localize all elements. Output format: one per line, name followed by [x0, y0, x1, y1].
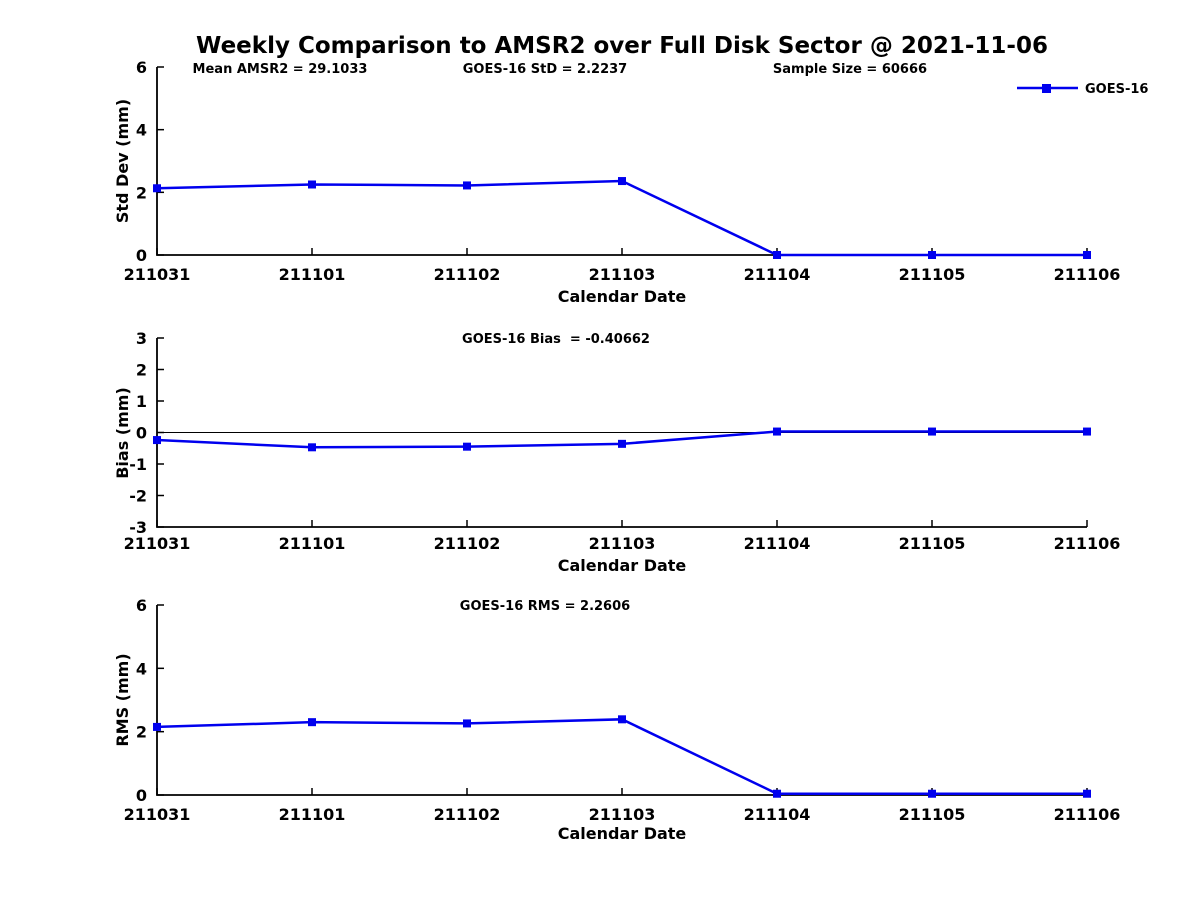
axis-spine — [156, 67, 1087, 256]
x-axis-label-stddev: Calendar Date — [558, 287, 687, 306]
y-tick-label: 3 — [136, 329, 147, 348]
chart-title: Weekly Comparison to AMSR2 over Full Dis… — [196, 33, 1048, 59]
x-tick-label: 211103 — [589, 265, 656, 284]
subplot-bias: -3 -2 -1 0 1 2 3 211031 211101 211102 211103 211104… — [124, 329, 1121, 553]
y-tick-label: 2 — [136, 723, 147, 742]
x-tick-label: 211105 — [899, 534, 966, 553]
x-axis-label-bias: Calendar Date — [558, 556, 687, 575]
data-point-marker — [773, 427, 781, 436]
annotation-goes16-bias: GOES-16 Bias = -0.40662 — [462, 332, 650, 347]
data-point-marker — [1083, 427, 1091, 436]
y-tick-label: 2 — [136, 361, 147, 380]
x-tick-label: 211031 — [124, 534, 191, 553]
data-line — [156, 179, 1087, 257]
y-tick-label: 2 — [136, 183, 147, 202]
x-tick-label: 211104 — [744, 534, 811, 553]
y-tick-label: 0 — [136, 786, 147, 805]
data-point-marker — [773, 789, 781, 798]
y-tick-label: -1 — [129, 455, 147, 474]
x-tick-label: 211102 — [434, 265, 501, 284]
x-tick-label: 211106 — [1054, 805, 1121, 824]
annotation-goes16-rms: GOES-16 RMS = 2.2606 — [460, 599, 630, 614]
data-point-marker — [463, 719, 471, 728]
data-point-marker — [618, 439, 626, 448]
y-tick-label: 0 — [136, 246, 147, 265]
y-tick-label: -3 — [129, 518, 147, 537]
x-tick-label: 211104 — [744, 805, 811, 824]
data-point-marker — [928, 251, 936, 259]
x-tick-label: 211102 — [434, 534, 501, 553]
y-tick-label: 1 — [136, 392, 147, 411]
y-tick-label: 6 — [136, 58, 147, 77]
data-point-marker — [928, 427, 936, 436]
subplot-rms: 0 2 4 6 211031 211101 211102 211103 211104 211105… — [124, 596, 1121, 824]
y-axis-label-rms: RMS (mm) — [113, 653, 132, 746]
data-point-marker — [308, 718, 316, 727]
legend-square-marker-icon — [1042, 84, 1051, 93]
data-point-marker — [463, 181, 471, 190]
legend-label: GOES-16 — [1085, 82, 1148, 97]
data-point-marker — [308, 443, 316, 452]
x-tick-label: 211103 — [589, 805, 656, 824]
x-tick-label: 211031 — [124, 265, 191, 284]
annotation-goes16-std: GOES-16 StD = 2.2237 — [463, 62, 627, 77]
data-point-marker — [463, 442, 471, 451]
data-point-marker — [618, 715, 626, 724]
annotation-mean-amsr2: Mean AMSR2 = 29.1033 — [193, 62, 368, 77]
x-tick-label: 211106 — [1054, 534, 1121, 553]
data-point-marker — [1083, 789, 1091, 798]
data-point-marker — [1083, 251, 1091, 259]
data-point-marker — [773, 251, 781, 259]
x-tick-label: 211106 — [1054, 265, 1121, 284]
y-tick-label: 4 — [136, 659, 147, 678]
subplot-stddev: 0 2 4 6 211031 211101 211102 211103 211104 211105… — [124, 58, 1121, 284]
data-point-marker — [308, 180, 316, 189]
data-point-marker — [153, 184, 161, 193]
x-tick-label: 211103 — [589, 534, 656, 553]
legend: GOES-16 — [1017, 82, 1148, 97]
x-tick-label: 211031 — [124, 805, 191, 824]
x-tick-label: 211101 — [279, 534, 346, 553]
axis-spine — [156, 605, 1087, 796]
y-tick-label: 6 — [136, 596, 147, 615]
y-tick-label: 0 — [136, 424, 147, 443]
y-tick-label: 4 — [136, 121, 147, 140]
data-line — [156, 718, 1087, 795]
annotation-sample-size: Sample Size = 60666 — [773, 62, 927, 77]
x-axis-label-rms: Calendar Date — [558, 824, 687, 843]
data-point-marker — [928, 789, 936, 798]
x-tick-label: 211101 — [279, 265, 346, 284]
data-point-marker — [618, 177, 626, 186]
data-point-marker — [153, 436, 161, 445]
y-axis-label-stddev: Std Dev (mm) — [113, 99, 132, 223]
data-point-marker — [153, 722, 161, 731]
y-axis-label-bias: Bias (mm) — [113, 387, 132, 479]
x-tick-label: 211104 — [744, 265, 811, 284]
x-tick-label: 211101 — [279, 805, 346, 824]
x-tick-label: 211105 — [899, 265, 966, 284]
x-tick-label: 211102 — [434, 805, 501, 824]
x-tick-label: 211105 — [899, 805, 966, 824]
y-tick-label: -2 — [129, 487, 147, 506]
